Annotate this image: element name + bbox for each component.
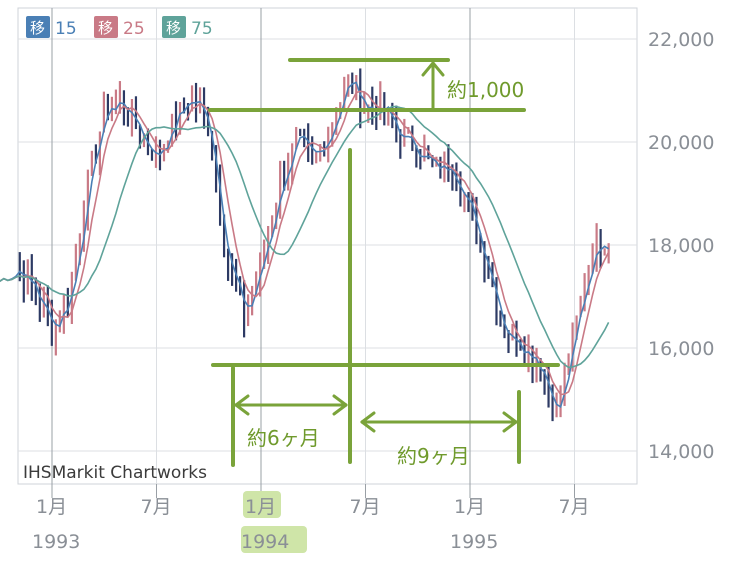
y-tick-label: 18,000 bbox=[648, 235, 714, 257]
annot-span1-head bbox=[332, 403, 348, 416]
y-tick-label: 22,000 bbox=[648, 29, 714, 51]
legend-label: 移 bbox=[30, 19, 45, 37]
y-tick-label: 16,000 bbox=[648, 338, 714, 360]
annot-span2-head bbox=[360, 420, 376, 433]
ma-line-25 bbox=[0, 90, 610, 396]
ma-line-15 bbox=[0, 81, 610, 409]
legend-swatch bbox=[26, 16, 50, 38]
x-tick-month: 1月 bbox=[245, 496, 276, 518]
annot-span2-head bbox=[502, 411, 518, 424]
legend-value: 15 bbox=[55, 19, 77, 39]
axis-layer: 22,000 20,000 18,000 16,000 14,000 1月 1993 7月 1月… bbox=[23, 29, 714, 553]
x-tick-month: 7月 bbox=[141, 496, 172, 518]
annot-label-1000: 約1,000 bbox=[447, 78, 524, 102]
x-tick-month: 1月 bbox=[454, 496, 485, 518]
y-tick-label: 14,000 bbox=[648, 441, 714, 463]
ma-line-75 bbox=[0, 105, 610, 369]
legend-label: 移 bbox=[166, 19, 181, 37]
x-tick-highlight bbox=[241, 526, 307, 553]
annot-span2-head bbox=[360, 411, 376, 424]
legend-swatch bbox=[94, 16, 118, 38]
x-tick-highlight bbox=[243, 491, 281, 518]
x-tick-month: 1月 bbox=[36, 496, 67, 518]
legend-swatch bbox=[162, 16, 186, 38]
x-tick-year: 1994 bbox=[241, 531, 289, 553]
legend-value: 75 bbox=[191, 19, 213, 39]
legend: 移 15 移 25 移 75 bbox=[26, 16, 213, 39]
plot-frame bbox=[17, 7, 638, 485]
annot-span1-head bbox=[234, 394, 250, 407]
x-tick-month: 7月 bbox=[350, 496, 381, 518]
x-tick-year: 1993 bbox=[32, 531, 80, 553]
annot-arrow-head bbox=[431, 61, 445, 77]
annot-span1-head bbox=[234, 403, 250, 416]
x-tick-month: 7月 bbox=[559, 496, 590, 518]
grid bbox=[17, 7, 638, 485]
chart-credit: IHSMarkit Chartworks bbox=[23, 463, 207, 483]
annot-arrow-head bbox=[421, 61, 435, 77]
legend-label: 移 bbox=[98, 19, 113, 37]
annot-span2-head bbox=[502, 420, 518, 433]
legend-value: 25 bbox=[123, 19, 145, 39]
series-layer bbox=[0, 68, 610, 422]
x-tick-year: 1995 bbox=[450, 531, 498, 553]
y-tick-label: 20,000 bbox=[648, 132, 714, 154]
annot-span1-head bbox=[332, 394, 348, 407]
annot-label-9months: 約9ヶ月 bbox=[397, 444, 470, 468]
annot-label-6months: 約6ヶ月 bbox=[247, 426, 320, 450]
